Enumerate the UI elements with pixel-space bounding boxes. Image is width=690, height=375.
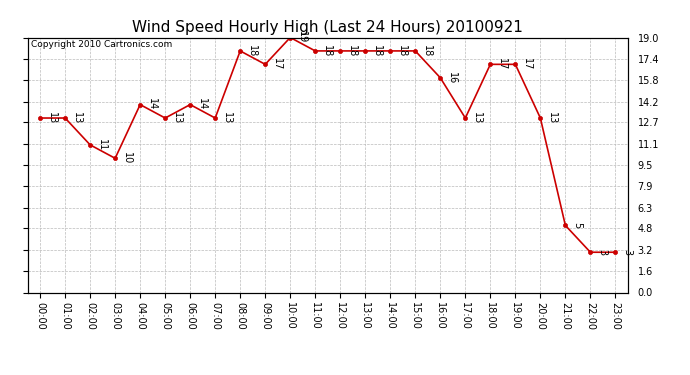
Text: 16: 16	[447, 72, 457, 84]
Text: 3: 3	[622, 249, 632, 255]
Text: 3: 3	[598, 249, 607, 255]
Text: 19: 19	[297, 32, 307, 44]
Title: Wind Speed Hourly High (Last 24 Hours) 20100921: Wind Speed Hourly High (Last 24 Hours) 2…	[132, 20, 523, 35]
Text: 18: 18	[397, 45, 407, 57]
Text: 17: 17	[522, 58, 532, 70]
Text: 10: 10	[122, 152, 132, 164]
Text: 13: 13	[72, 112, 82, 124]
Text: 18: 18	[422, 45, 432, 57]
Text: 18: 18	[347, 45, 357, 57]
Text: 11: 11	[97, 139, 107, 151]
Text: 18: 18	[247, 45, 257, 57]
Text: 5: 5	[572, 222, 582, 228]
Text: 13: 13	[222, 112, 232, 124]
Text: Copyright 2010 Cartronics.com: Copyright 2010 Cartronics.com	[30, 40, 172, 49]
Text: 18: 18	[322, 45, 332, 57]
Text: 18: 18	[372, 45, 382, 57]
Text: 13: 13	[472, 112, 482, 124]
Text: 13: 13	[172, 112, 182, 124]
Text: 13: 13	[47, 112, 57, 124]
Text: 14: 14	[197, 99, 207, 111]
Text: 14: 14	[147, 99, 157, 111]
Text: 17: 17	[497, 58, 507, 70]
Text: 17: 17	[272, 58, 282, 70]
Text: 13: 13	[547, 112, 558, 124]
